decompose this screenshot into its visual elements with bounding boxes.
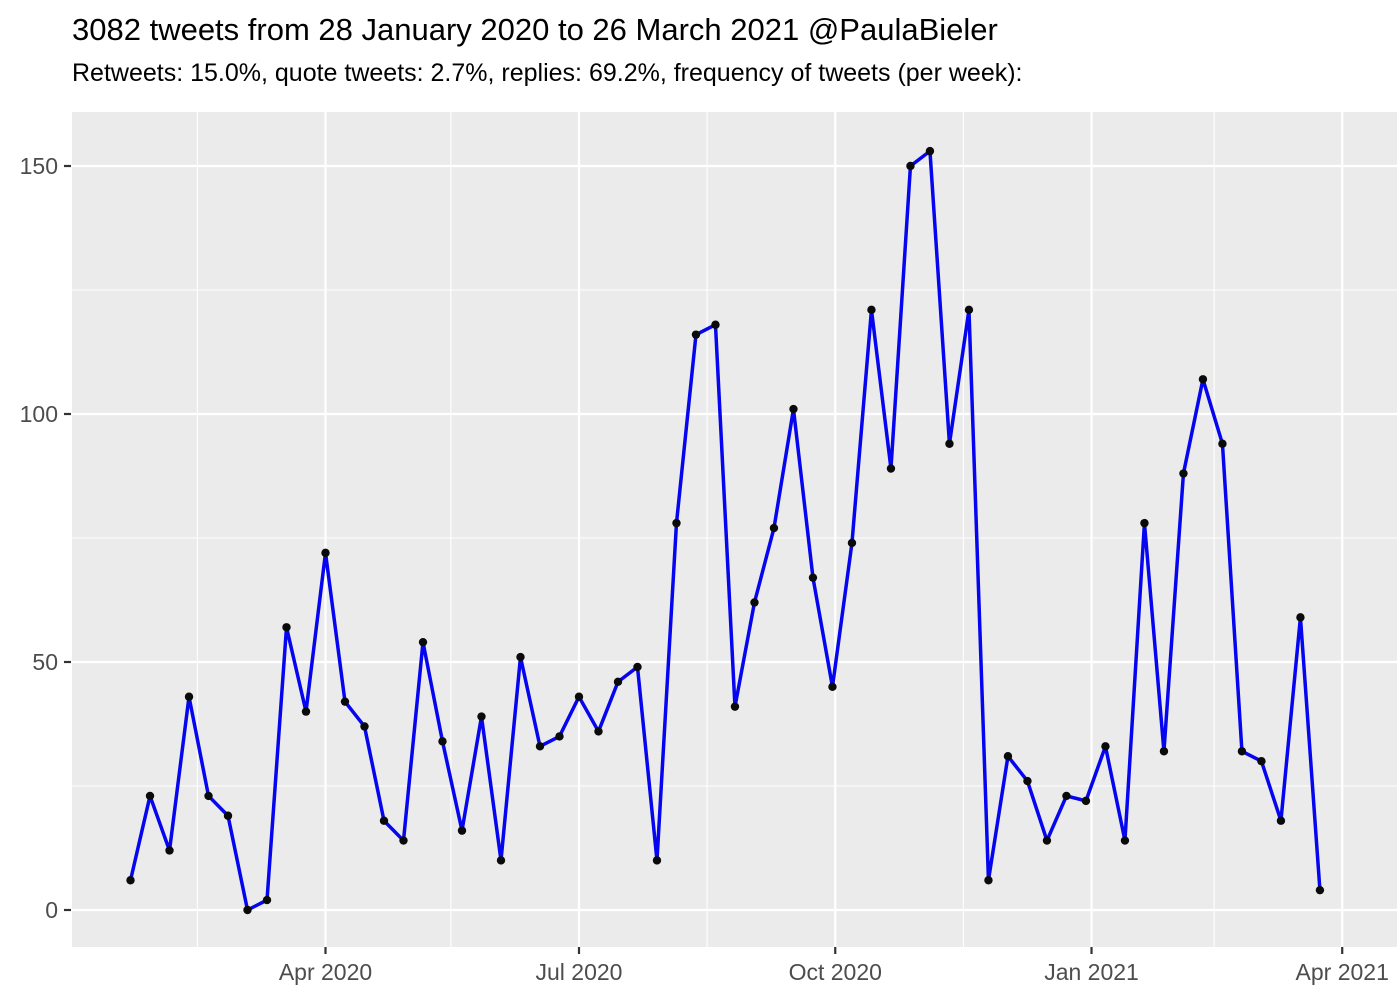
data-point	[828, 682, 837, 691]
y-tick-label: 0	[45, 897, 58, 923]
data-point	[301, 707, 311, 716]
x-tick-label: Apr 2020	[279, 959, 372, 985]
data-point	[574, 692, 584, 701]
data-point	[399, 836, 408, 845]
data-point	[633, 662, 642, 672]
data-point	[1003, 752, 1013, 761]
data-point	[750, 598, 759, 607]
y-tick-label: 100	[20, 401, 58, 427]
data-point	[945, 439, 954, 448]
data-point	[184, 692, 194, 701]
data-point	[808, 573, 818, 582]
data-point	[847, 538, 857, 548]
data-point	[594, 727, 603, 736]
chart-subtitle: Retweets: 15.0%, quote tweets: 2.7%, rep…	[72, 59, 1023, 87]
data-point	[1023, 776, 1032, 786]
data-point	[555, 732, 564, 741]
data-point	[379, 816, 389, 825]
data-point	[1062, 791, 1071, 801]
data-point	[282, 623, 291, 632]
data-point	[1042, 836, 1052, 845]
data-point	[1218, 439, 1227, 448]
data-point	[535, 742, 545, 751]
data-point	[516, 652, 525, 662]
data-point	[1237, 747, 1247, 756]
data-point	[418, 637, 428, 647]
data-point	[1120, 836, 1130, 845]
panel-background	[72, 112, 1397, 947]
data-point	[262, 895, 272, 905]
x-tick-label: Jul 2020	[535, 959, 622, 985]
x-tick-label: Oct 2020	[789, 959, 882, 985]
data-point	[223, 811, 233, 820]
data-point	[1257, 757, 1266, 766]
data-point	[457, 826, 467, 835]
data-point	[925, 146, 935, 156]
data-point	[243, 905, 252, 915]
data-point	[1198, 375, 1208, 384]
tweets-line	[128, 149, 1322, 912]
data-point	[1140, 518, 1149, 528]
data-point	[1101, 742, 1110, 751]
data-point	[340, 697, 350, 706]
data-point	[438, 737, 447, 746]
data-point	[769, 523, 779, 533]
data-point	[1159, 747, 1169, 756]
data-point	[711, 320, 720, 329]
data-point	[730, 702, 740, 711]
data-point	[145, 791, 155, 801]
data-point	[204, 791, 213, 801]
data-point	[672, 518, 681, 528]
data-point	[360, 722, 369, 731]
data-point	[1315, 885, 1325, 895]
data-point	[165, 846, 174, 855]
data-point	[691, 330, 701, 339]
chart-title: 3082 tweets from 28 January 2020 to 26 M…	[72, 12, 998, 47]
data-point	[1081, 796, 1091, 806]
data-point	[867, 305, 876, 315]
x-tick-label: Jan 2021	[1044, 959, 1139, 985]
data-point	[984, 876, 993, 885]
data-point	[1179, 469, 1188, 478]
data-point	[652, 856, 662, 865]
y-tick-label: 50	[32, 649, 58, 675]
data-point	[906, 161, 915, 171]
data-point	[496, 856, 506, 865]
x-tick-label: Apr 2021	[1296, 959, 1389, 985]
data-point	[964, 305, 974, 315]
y-tick-label: 150	[20, 153, 58, 179]
data-point	[886, 464, 896, 473]
data-point	[613, 677, 623, 687]
data-point	[1296, 613, 1305, 622]
data-point	[321, 548, 330, 558]
data-point	[477, 712, 486, 721]
data-point	[1276, 816, 1286, 825]
data-point	[789, 404, 798, 414]
data-point	[126, 876, 135, 885]
